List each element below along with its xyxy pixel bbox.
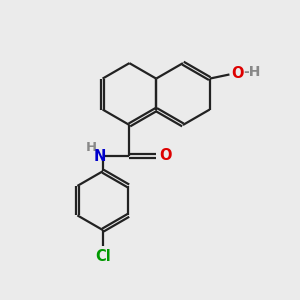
Text: Cl: Cl [95,249,111,264]
Text: -H: -H [243,65,261,80]
Text: H: H [86,141,97,154]
Text: N: N [94,149,106,164]
Text: O: O [159,148,171,164]
Text: O: O [231,66,243,81]
